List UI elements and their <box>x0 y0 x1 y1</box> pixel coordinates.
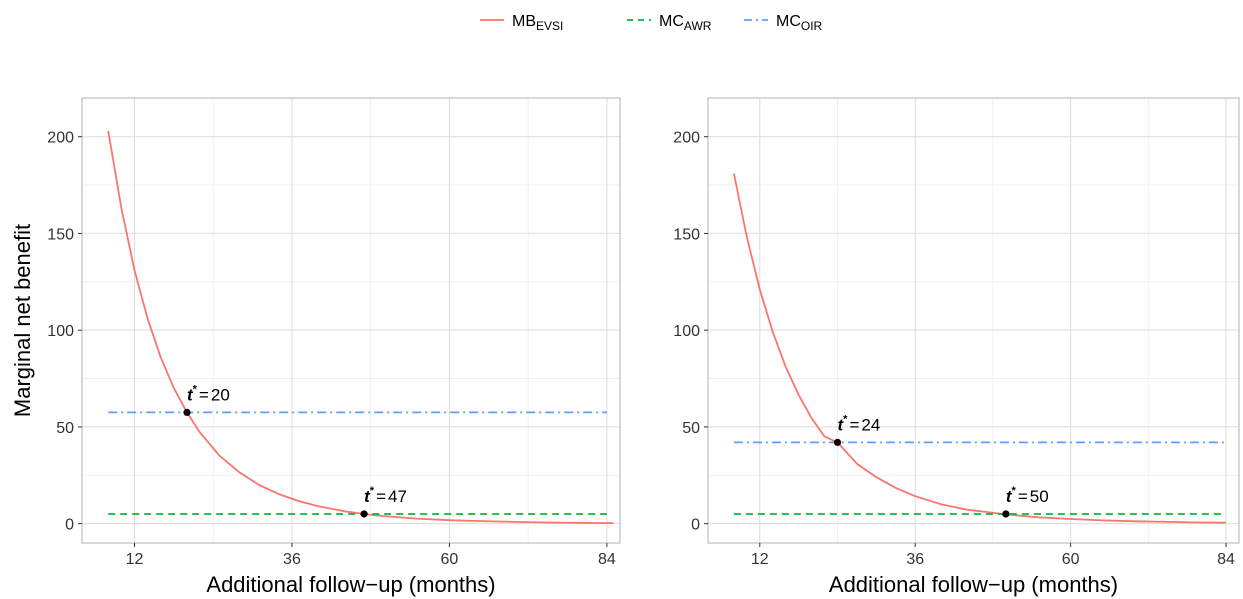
legend: MBEVSI MCAWR MCOIR <box>480 13 823 33</box>
x-axis-title: Additional follow−up (months) <box>206 572 495 597</box>
intersection-point <box>360 510 368 518</box>
y-axis-title: Marginal net benefit <box>10 224 35 417</box>
y-tick-label: 150 <box>673 226 700 243</box>
x-tick-label: 36 <box>906 551 924 568</box>
legend-label-2: MCAWR <box>659 13 712 33</box>
optimal-time-label: t* = 20 <box>187 383 230 404</box>
series-line-mb-evsi <box>733 173 1227 524</box>
y-tick-label: 50 <box>682 420 700 437</box>
intersection-point <box>183 408 191 417</box>
intersection-point <box>833 438 842 446</box>
plot-area <box>82 98 620 543</box>
intersection-point <box>1002 510 1010 518</box>
optimal-time-label: t* = 50 <box>1006 485 1049 506</box>
x-axis-title: Additional follow−up (months) <box>829 572 1118 597</box>
x-tick-label: 12 <box>751 551 769 568</box>
legend-label-1: MBEVSI <box>512 13 563 33</box>
panel-border <box>81 97 621 544</box>
y-tick-label: 0 <box>691 517 700 534</box>
x-tick-label: 60 <box>441 551 459 568</box>
panel-left: 12 36 60 84 0 50 100 150 200 Additional follow−up… <box>10 97 621 597</box>
x-tick-label: 60 <box>1062 551 1080 568</box>
y-tick-label: 200 <box>673 130 700 147</box>
y-tick-label: 100 <box>673 323 700 340</box>
y-tick-label: 0 <box>65 517 74 534</box>
optimal-time-label: t* = 24 <box>838 413 881 434</box>
y-tick-label: 200 <box>47 130 74 147</box>
x-tick-label: 36 <box>283 551 301 568</box>
x-tick-label: 84 <box>1217 551 1235 568</box>
legend-label-3: MCOIR <box>776 13 823 33</box>
series-line-mb-evsi <box>107 130 614 524</box>
y-tick-label: 150 <box>47 226 74 243</box>
panel-border <box>707 97 1240 544</box>
x-tick-label: 84 <box>598 551 616 568</box>
optimal-time-label: t* = 47 <box>364 485 407 506</box>
plot-area <box>708 98 1239 543</box>
y-tick-label: 50 <box>56 420 74 437</box>
x-tick-label: 12 <box>126 551 144 568</box>
y-tick-label: 100 <box>47 323 74 340</box>
panel-right: 12 36 60 84 0 50 100 150 200 Additional follow−up… <box>673 97 1240 597</box>
